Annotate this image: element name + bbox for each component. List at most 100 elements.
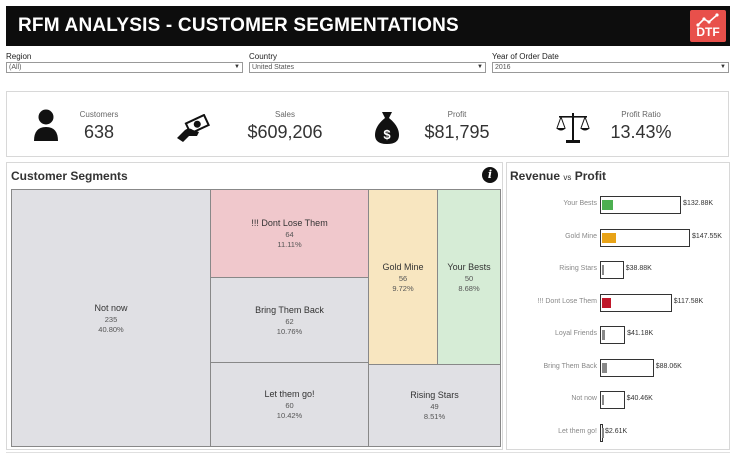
person-icon	[34, 109, 58, 141]
segment-pct: 8.51%	[423, 412, 446, 421]
segment-pct: 11.11%	[277, 240, 302, 249]
profit-bar	[602, 297, 612, 308]
country-filter: Country United States ▼	[249, 52, 486, 73]
revenue-bar-row[interactable]: Bring Them Back $88.06K	[507, 356, 731, 380]
kpi-sales-label: Sales	[274, 110, 295, 119]
country-filter-label: Country	[249, 52, 278, 61]
segment-name: Gold Mine	[382, 261, 424, 272]
kpi-customers: Customers 638	[7, 92, 187, 156]
revenue-bar[interactable]	[600, 391, 625, 409]
region-dropdown-value: (All)	[9, 64, 22, 71]
revenue-bar-row[interactable]: Let them go! $2.61K	[507, 421, 731, 445]
kpi-customers-label: Customers	[79, 110, 119, 119]
segment-name: Bring Them Back	[255, 304, 324, 315]
revenue-profit-title: Revenue vs Profit	[510, 169, 606, 183]
money-bag-icon: $	[375, 112, 399, 144]
segment-tile-rising-stars[interactable]: Rising Stars 49 8.51%	[368, 364, 501, 447]
segment-name: !!! Dont Lose Them	[251, 218, 328, 228]
segment-pct: 10.42%	[276, 411, 303, 420]
money-hand-icon	[177, 114, 210, 142]
chevron-down-icon: ▼	[477, 64, 483, 70]
segment-tile-not-now[interactable]: Not now 235 40.80%	[11, 189, 211, 447]
revenue-bar-label: Rising Stars	[559, 265, 597, 272]
revenue-bar-row[interactable]: Loyal Friends $41.18K	[507, 323, 731, 347]
revenue-bar-label: Gold Mine	[565, 232, 597, 240]
revenue-bar[interactable]	[600, 196, 682, 214]
segment-tile-your-bests[interactable]: Your Bests 50 8.68%	[437, 189, 501, 365]
revenue-bar-label: Not now	[571, 395, 597, 402]
revenue-bar[interactable]	[600, 261, 624, 279]
segment-tile-gold-mine[interactable]: Gold Mine 56 9.72%	[368, 189, 438, 365]
kpi-profit: $ Profit $81,795	[367, 92, 547, 156]
revenue-bar-value: $38.88K	[625, 265, 652, 272]
region-filter-label: Region	[6, 52, 32, 61]
revenue-bar-row[interactable]: Rising Stars $38.88K	[507, 258, 731, 282]
segment-count: 64	[285, 230, 294, 239]
filter-bar: Region (All) ▼ Country United States ▼ Y…	[6, 52, 730, 76]
year-dropdown-value: 2016	[495, 64, 511, 71]
revenue-bar-label: Your Bests	[563, 200, 597, 207]
footer-divider	[6, 452, 730, 453]
kpi-profit-ratio: Profit Ratio 13.43%	[547, 92, 727, 156]
segment-tile-bring-them-back[interactable]: Bring Them Back 62 10.76%	[210, 277, 369, 363]
revenue-title-word: Revenue	[510, 169, 561, 183]
segment-count: 60	[285, 401, 294, 410]
logo-text: DTF	[696, 25, 720, 39]
segment-name: Let them go!	[264, 389, 315, 399]
segment-count: 56	[398, 273, 408, 283]
revenue-bar-value: $88.06K	[655, 362, 682, 370]
segment-name: Your Bests	[447, 261, 491, 272]
kpi-customers-value: 638	[83, 122, 115, 142]
revenue-bar-row[interactable]: Gold Mine $147.55K	[507, 226, 731, 250]
profit-bar	[602, 232, 617, 243]
country-dropdown-value: United States	[252, 64, 295, 71]
segment-pct: 8.68%	[458, 283, 480, 293]
segment-tile-dont-lose-them[interactable]: !!! Dont Lose Them 64 11.11%	[210, 189, 369, 278]
country-dropdown[interactable]: United States ▼	[249, 62, 486, 73]
revenue-bar-value: $41.18K	[627, 330, 654, 337]
trend-line-icon	[696, 13, 719, 27]
revenue-bar-label: Bring Them Back	[543, 362, 597, 370]
page-title: RFM ANALYSIS - CUSTOMER SEGMENTATIONS	[18, 15, 459, 36]
revenue-bar-label: Loyal Friends	[554, 330, 597, 337]
profit-bar	[602, 200, 613, 210]
kpi-profit-ratio-label: Profit Ratio	[621, 110, 661, 119]
segment-count: 62	[285, 316, 294, 326]
revenue-bar[interactable]	[600, 293, 672, 312]
segment-pct: 10.76%	[276, 326, 303, 336]
customer-segments-title: Customer Segments	[11, 169, 128, 183]
kpi-sales-value: $609,206	[247, 122, 323, 142]
segment-tile-let-them-go[interactable]: Let them go! 60 10.42%	[210, 362, 369, 447]
revenue-bar[interactable]	[600, 228, 690, 247]
dtf-logo[interactable]: DTF	[690, 10, 726, 42]
header-bar: RFM ANALYSIS - CUSTOMER SEGMENTATIONS DT…	[6, 6, 730, 46]
segment-pct: 40.80%	[98, 324, 124, 334]
customer-segments-panel: Customer Segments i Not now 235 40.80% !…	[6, 162, 503, 450]
segment-name: Not now	[94, 302, 128, 313]
kpi-row: Customers 638 Sales $609,206 $ Profit $8…	[6, 91, 729, 157]
info-icon[interactable]: i	[482, 167, 498, 183]
kpi-sales: Sales $609,206	[167, 92, 347, 156]
segments-treemap: Not now 235 40.80% !!! Dont Lose Them 64…	[11, 189, 501, 447]
year-dropdown[interactable]: 2016 ▼	[492, 62, 729, 73]
revenue-bar-label: !!! Dont Lose Them	[537, 297, 597, 305]
segment-count: 50	[464, 273, 474, 283]
kpi-profit-ratio-value: 13.43%	[610, 122, 672, 142]
revenue-bar-row[interactable]: Not now $40.46K	[507, 388, 731, 412]
region-dropdown[interactable]: (All) ▼	[6, 62, 243, 73]
svg-text:$: $	[383, 127, 391, 142]
revenue-bar[interactable]	[600, 326, 626, 344]
revenue-bar[interactable]	[600, 358, 654, 377]
revenue-bar[interactable]	[600, 423, 604, 442]
revenue-bar-value: $117.58K	[673, 297, 704, 305]
year-filter-label: Year of Order Date	[492, 52, 559, 61]
segment-name: Rising Stars	[410, 390, 459, 400]
revenue-bar-value: $40.46K	[626, 395, 653, 402]
profit-bar	[602, 330, 605, 340]
scale-icon	[556, 113, 590, 143]
kpi-profit-value: $81,795	[424, 122, 490, 142]
revenue-bar-value: $132.88K	[683, 200, 714, 207]
revenue-bar-row[interactable]: !!! Dont Lose Them $117.58K	[507, 291, 731, 315]
profit-bar	[602, 265, 605, 275]
revenue-bar-row[interactable]: Your Bests $132.88K	[507, 193, 731, 217]
